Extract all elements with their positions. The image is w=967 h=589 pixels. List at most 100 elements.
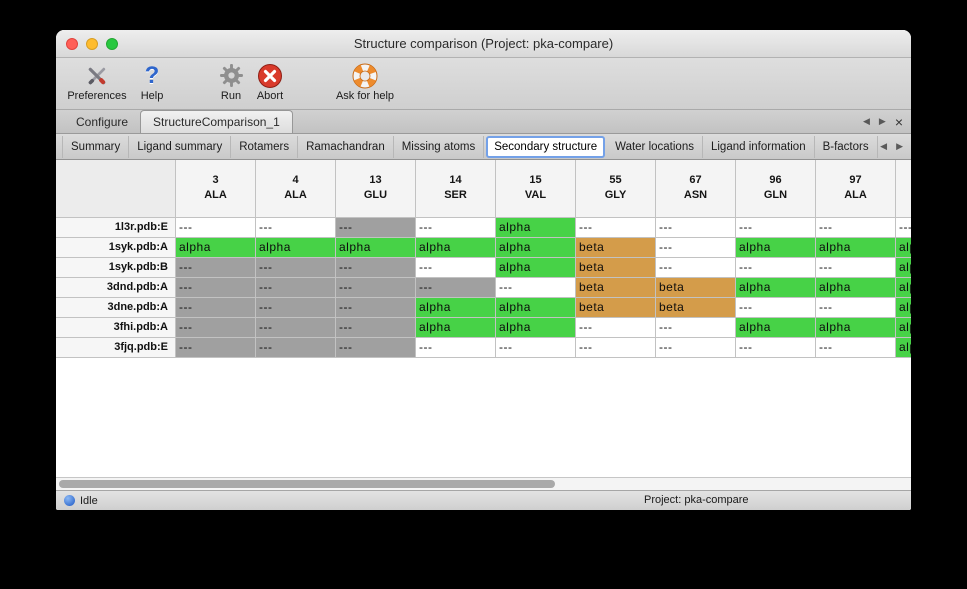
column-header[interactable]: 15 VAL	[496, 160, 576, 218]
row-label[interactable]: 1l3r.pdb:E	[56, 218, 176, 238]
column-header[interactable]: 4 ALA	[256, 160, 336, 218]
table-cell[interactable]: alpha	[896, 298, 911, 318]
table-cell[interactable]: ---	[416, 258, 496, 278]
table-cell[interactable]: ---	[656, 338, 736, 358]
table-cell[interactable]: ---	[496, 338, 576, 358]
view-tab-scroll-right-icon[interactable]: ▶	[896, 141, 903, 151]
table-cell[interactable]: alpha	[256, 238, 336, 258]
table-cell[interactable]: ---	[176, 338, 256, 358]
row-label[interactable]: 1syk.pdb:B	[56, 258, 176, 278]
table-cell[interactable]: alpha	[896, 238, 911, 258]
column-header[interactable]: 14 SER	[416, 160, 496, 218]
table-cell[interactable]: ---	[336, 298, 416, 318]
table-cell[interactable]: alpha	[416, 298, 496, 318]
doc-tab-scroll-left-icon[interactable]: ◀	[862, 116, 870, 126]
table-cell[interactable]: alpha	[336, 238, 416, 258]
tab-rotamers[interactable]: Rotamers	[231, 135, 299, 158]
table-cell[interactable]: alpha	[416, 238, 496, 258]
help-button[interactable]: ? Help	[134, 61, 170, 102]
table-cell[interactable]: alpha	[496, 258, 576, 278]
table-cell[interactable]: alpha	[496, 218, 576, 238]
row-label[interactable]: 3dne.pdb:A	[56, 298, 176, 318]
table-cell[interactable]: alpha	[896, 278, 911, 298]
preferences-button[interactable]: Preferences	[64, 61, 130, 102]
table-cell[interactable]: beta	[576, 258, 656, 278]
table-cell[interactable]: ---	[256, 338, 336, 358]
tab-secondary-structure[interactable]: Secondary structure	[486, 135, 606, 158]
column-header[interactable]: 97 ALA	[816, 160, 896, 218]
table-cell[interactable]: alpha	[736, 278, 816, 298]
table-cell[interactable]: alpha	[816, 278, 896, 298]
tab-ramachandran[interactable]: Ramachandran	[298, 135, 394, 158]
table-cell[interactable]: alpha	[896, 318, 911, 338]
table-cell[interactable]: ---	[576, 218, 656, 238]
table-cell[interactable]: ---	[656, 238, 736, 258]
row-label[interactable]: 1syk.pdb:A	[56, 238, 176, 258]
table-cell[interactable]: ---	[816, 218, 896, 238]
table-cell[interactable]: alpha	[496, 238, 576, 258]
table-cell[interactable]: ---	[576, 338, 656, 358]
horizontal-scrollbar[interactable]	[56, 477, 911, 490]
table-cell[interactable]: ---	[656, 218, 736, 238]
table-cell[interactable]: alpha	[896, 258, 911, 278]
table-cell[interactable]: alpha	[496, 298, 576, 318]
run-button[interactable]: Run	[213, 61, 249, 102]
column-header[interactable]: 55 GLY	[576, 160, 656, 218]
table-cell[interactable]: ---	[176, 298, 256, 318]
table-cell[interactable]: beta	[656, 298, 736, 318]
table-cell[interactable]: ---	[736, 338, 816, 358]
table-cell[interactable]: alpha	[176, 238, 256, 258]
table-cell[interactable]: ---	[256, 258, 336, 278]
table-cell[interactable]: ---	[176, 218, 256, 238]
column-header[interactable]: 96 GLN	[736, 160, 816, 218]
table-cell[interactable]: ---	[176, 258, 256, 278]
scrollbar-thumb[interactable]	[59, 480, 555, 488]
tab-configure[interactable]: Configure	[76, 115, 129, 129]
table-cell[interactable]: ---	[336, 218, 416, 238]
tab-ligand-information[interactable]: Ligand information	[703, 135, 815, 158]
table-cell[interactable]: ---	[736, 258, 816, 278]
column-header[interactable]: 13 GLU	[336, 160, 416, 218]
tab-b-factors[interactable]: B-factors	[815, 135, 878, 158]
column-header[interactable]: 3 ALA	[176, 160, 256, 218]
table-cell[interactable]: alpha	[736, 318, 816, 338]
table-cell[interactable]: alpha	[816, 238, 896, 258]
table-cell[interactable]: alpha	[416, 318, 496, 338]
table-cell[interactable]: ---	[176, 278, 256, 298]
row-label[interactable]: 3fhi.pdb:A	[56, 318, 176, 338]
row-label[interactable]: 3fjq.pdb:E	[56, 338, 176, 358]
table-cell[interactable]: ---	[336, 338, 416, 358]
table-cell[interactable]: ---	[416, 338, 496, 358]
table-cell[interactable]: ---	[816, 338, 896, 358]
table-cell[interactable]: ---	[656, 258, 736, 278]
table-cell[interactable]: ---	[336, 318, 416, 338]
table-cell[interactable]: ---	[496, 278, 576, 298]
table-cell[interactable]: alpha	[496, 318, 576, 338]
column-header[interactable]: 67 ASN	[656, 160, 736, 218]
table-cell[interactable]: ---	[576, 318, 656, 338]
ask-for-help-button[interactable]: Ask for help	[323, 61, 407, 102]
row-label[interactable]: 3dnd.pdb:A	[56, 278, 176, 298]
table-cell[interactable]: ---	[176, 318, 256, 338]
view-tab-scroll-left-icon[interactable]: ◀	[880, 141, 888, 151]
table-cell[interactable]: ---	[336, 278, 416, 298]
table-cell[interactable]: beta	[656, 278, 736, 298]
table-cell[interactable]: ---	[816, 298, 896, 318]
doc-tab-scroll-right-icon[interactable]: ▶	[878, 116, 886, 126]
table-cell[interactable]: alpha	[816, 318, 896, 338]
table-cell[interactable]: ---	[256, 218, 336, 238]
table-cell[interactable]: beta	[576, 298, 656, 318]
column-header[interactable]	[896, 160, 911, 218]
table-cell[interactable]: ---	[256, 298, 336, 318]
table-cell[interactable]: ---	[336, 258, 416, 278]
table-cell[interactable]: ---	[416, 278, 496, 298]
abort-button[interactable]: Abort	[249, 61, 291, 102]
zoom-window-button[interactable]	[106, 38, 118, 50]
table-cell[interactable]: alpha	[736, 238, 816, 258]
table-cell[interactable]: ---	[736, 218, 816, 238]
tab-summary[interactable]: Summary	[62, 135, 130, 158]
doc-tab-close-icon[interactable]: ×	[894, 113, 903, 130]
table-cell[interactable]: beta	[576, 238, 656, 258]
close-window-button[interactable]	[66, 38, 78, 50]
table-cell[interactable]: beta	[576, 278, 656, 298]
